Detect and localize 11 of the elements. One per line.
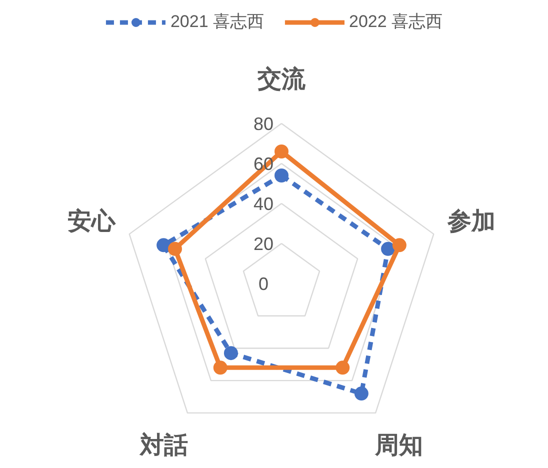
- y-tick-label: 20: [253, 234, 274, 254]
- spoke-label: 交流: [256, 66, 306, 93]
- legend-label: 2021 喜志西: [170, 11, 264, 33]
- spoke-label: 対話: [138, 432, 188, 459]
- y-tick-label: 80: [253, 114, 274, 134]
- spoke-label: 安心: [67, 208, 116, 236]
- y-tick-label: 40: [253, 194, 274, 214]
- spoke-label: 参加: [446, 208, 496, 236]
- y-tick-label: 0: [258, 274, 269, 294]
- spoke-label: 周知: [374, 432, 424, 459]
- legend-label: 2022 喜志西: [349, 11, 443, 33]
